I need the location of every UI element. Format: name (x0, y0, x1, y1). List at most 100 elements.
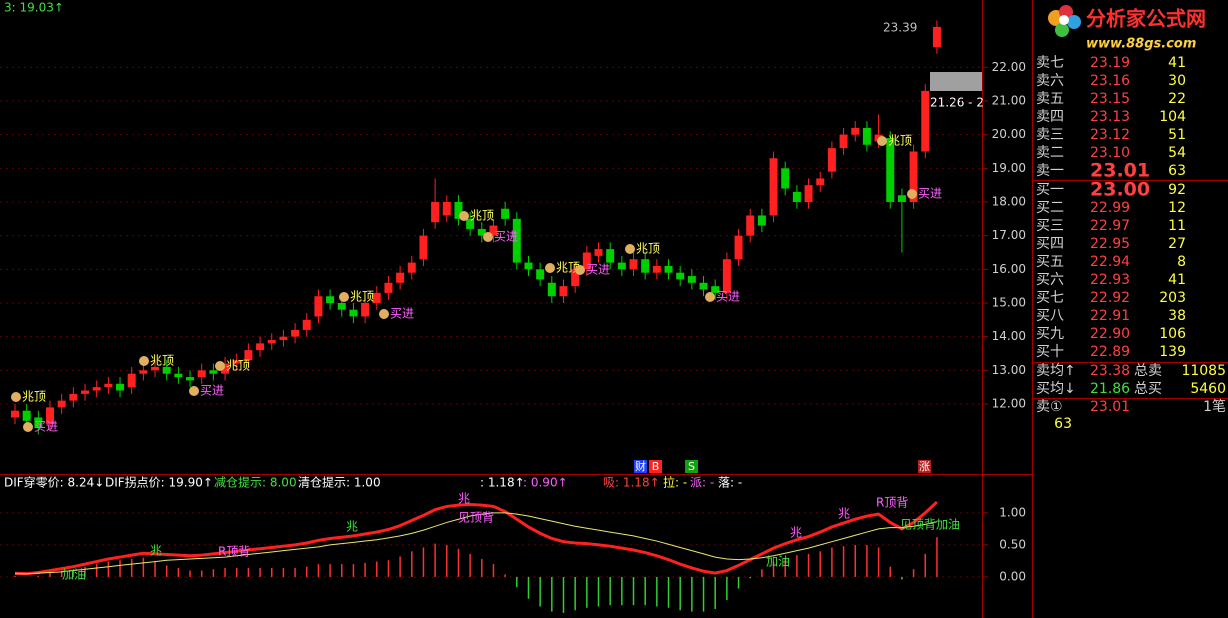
annotation: 买进 (586, 263, 610, 277)
candle-body (256, 343, 265, 351)
y-tick-label: 13.00 (992, 363, 1026, 377)
candle-body (909, 151, 918, 202)
candle-body (897, 195, 906, 202)
book-price: 23.12 (1090, 127, 1130, 143)
indicator-annotation: 兆 (150, 544, 162, 558)
book-label: 卖六 (1036, 73, 1064, 89)
candle-body (396, 272, 405, 283)
candle-body (547, 282, 556, 297)
candle-body (407, 262, 416, 273)
signal-icon (483, 232, 493, 242)
candle-body (757, 215, 766, 226)
indicator-header: 减仓提示: 8.00 (214, 475, 297, 490)
book-volume: 92 (1168, 182, 1186, 198)
y-tick-label: 17.00 (992, 228, 1026, 242)
signal-marker-box (649, 460, 662, 473)
book-label: 买五 (1036, 254, 1064, 270)
chart-title: 3: 19.03↑ (4, 1, 64, 15)
candle-body (162, 366, 171, 374)
book-label: 卖均↑ (1036, 363, 1076, 379)
candle-body (827, 148, 836, 172)
book-price: 22.97 (1090, 218, 1130, 234)
y-tick-label: 22.00 (992, 60, 1026, 74)
book-count: 1笔 (1203, 399, 1226, 415)
book-label: 买四 (1036, 236, 1064, 252)
signal-icon (459, 211, 469, 221)
candle-body (442, 201, 451, 216)
candle-body (11, 410, 19, 418)
book-volume: 30 (1168, 73, 1186, 89)
book-label: 总买 (1134, 381, 1162, 397)
annotation: 兆顶 (22, 390, 46, 404)
book-volume: 22 (1168, 91, 1186, 107)
logo-url: www.88gs.com (1086, 37, 1196, 52)
indicator-annotation: 见顶背加油 (900, 518, 960, 532)
candle-body (769, 158, 778, 216)
candle-body (617, 262, 626, 270)
signal-marker: B (652, 460, 660, 473)
signal-icon (705, 292, 715, 302)
signal-icon (575, 265, 585, 275)
indicator-header: DIF拐点价: 19.90↑ (105, 475, 213, 490)
candle-body (267, 340, 276, 344)
book-price: 22.99 (1090, 200, 1130, 216)
book-label: 卖一 (1036, 163, 1064, 179)
book-price: 23.38 (1090, 363, 1130, 379)
book-label: 买一 (1036, 182, 1064, 198)
annotation: 买进 (918, 187, 942, 201)
book-price: 23.16 (1090, 73, 1130, 89)
candle-body (127, 373, 136, 388)
book-volume: 8 (1177, 254, 1186, 270)
candle-body (932, 26, 941, 48)
candle-body (46, 407, 55, 425)
candle-body (92, 387, 101, 391)
book-label: 总卖 (1134, 363, 1162, 379)
book-volume: 63 (1168, 163, 1186, 179)
candle-body (384, 282, 393, 293)
book-price: 22.91 (1090, 308, 1130, 324)
book-label: 买九 (1036, 326, 1064, 342)
y-tick-label: 19.00 (992, 161, 1026, 175)
cursor-box (930, 72, 982, 91)
signal-icon (23, 422, 33, 432)
indicator-header: 拉: - (663, 475, 687, 490)
book-label: 卖七 (1036, 55, 1064, 71)
annotation: 买进 (494, 230, 518, 244)
signal-icon (339, 292, 349, 302)
candle-body (559, 286, 568, 297)
indicator-annotation: 见顶背 (458, 511, 494, 525)
book-price: 22.95 (1090, 236, 1130, 252)
candle-body (466, 218, 475, 229)
y-tick-label: 21.00 (992, 93, 1026, 107)
candle-body (816, 178, 825, 186)
book-volume: 106 (1159, 326, 1186, 342)
indicator-annotation: 加油 (766, 555, 790, 569)
annotation: 买进 (200, 384, 224, 398)
candle-body (81, 390, 90, 394)
candle-body (326, 296, 335, 303)
indicator-header: DIF穿零价: 8.24↓ (4, 475, 104, 490)
candle-body (687, 276, 696, 283)
candle-body (839, 134, 848, 149)
candle-body (291, 329, 300, 337)
candle-body (851, 127, 860, 135)
candle-body (501, 208, 510, 219)
candle-body (454, 201, 463, 219)
y-tick-label: 0.50 (999, 537, 1026, 551)
candle-body (781, 168, 790, 189)
book-price: 22.92 (1090, 290, 1130, 306)
y-tick-label: 18.00 (992, 194, 1026, 208)
candle-body (652, 265, 661, 273)
book-volume: 41 (1168, 55, 1186, 71)
candle-body (571, 269, 580, 287)
signal-icon (189, 386, 199, 396)
book-volume: 139 (1159, 344, 1186, 360)
book-label: 买七 (1036, 290, 1064, 306)
book-price: 22.89 (1090, 344, 1130, 360)
book-price: 23.19 (1090, 55, 1130, 71)
candle-body (699, 282, 708, 290)
candle-body (606, 249, 615, 263)
indicator-header: : 0.90↑ (523, 476, 568, 490)
book-label: 买六 (1036, 272, 1064, 288)
